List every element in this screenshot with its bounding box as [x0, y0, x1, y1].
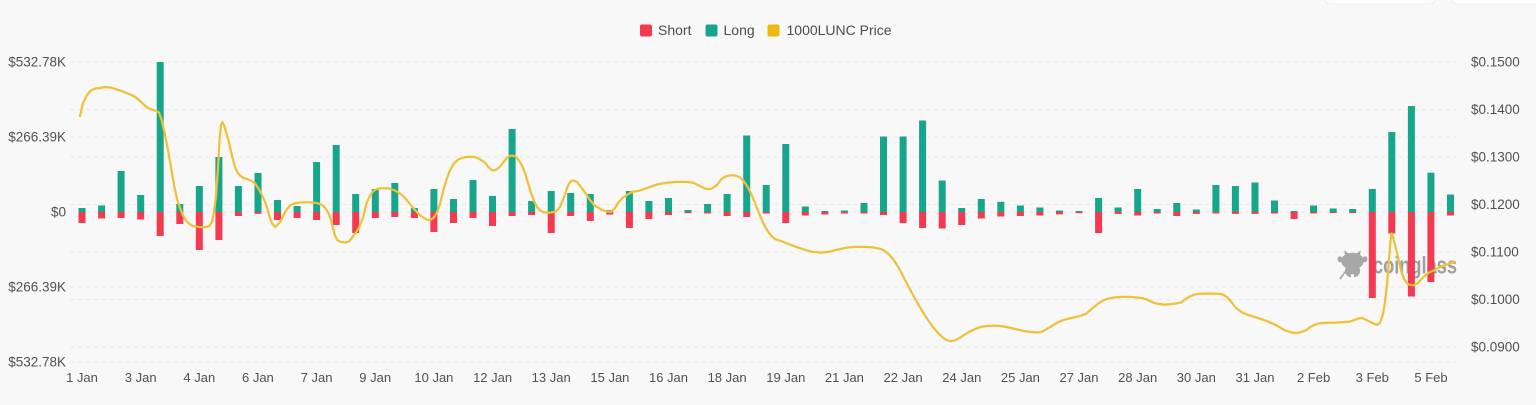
svg-text:10 Jan: 10 Jan	[414, 370, 453, 385]
svg-text:1 Jan: 1 Jan	[66, 370, 98, 385]
svg-text:27 Jan: 27 Jan	[1059, 370, 1098, 385]
svg-text:$532.78K: $532.78K	[8, 55, 66, 70]
svg-text:16 Jan: 16 Jan	[649, 370, 688, 385]
svg-text:$266.39K: $266.39K	[8, 280, 66, 295]
svg-text:19 Jan: 19 Jan	[766, 370, 805, 385]
svg-text:30 Jan: 30 Jan	[1177, 370, 1216, 385]
svg-text:7 Jan: 7 Jan	[301, 370, 333, 385]
svg-text:Long: Long	[724, 22, 755, 38]
svg-text:$532.78K: $532.78K	[8, 355, 66, 370]
svg-text:21 Jan: 21 Jan	[825, 370, 864, 385]
svg-text:13 Jan: 13 Jan	[532, 370, 571, 385]
svg-text:$0.1400: $0.1400	[1471, 102, 1520, 117]
svg-text:25 Jan: 25 Jan	[1001, 370, 1040, 385]
svg-text:22 Jan: 22 Jan	[884, 370, 923, 385]
svg-text:3 Feb: 3 Feb	[1356, 370, 1389, 385]
svg-text:$0: $0	[51, 205, 66, 220]
svg-text:2 Feb: 2 Feb	[1297, 370, 1330, 385]
svg-text:Short: Short	[658, 22, 692, 38]
svg-text:12 Jan: 12 Jan	[473, 370, 512, 385]
svg-text:9 Jan: 9 Jan	[359, 370, 391, 385]
svg-text:$266.39K: $266.39K	[8, 130, 66, 145]
svg-text:15 Jan: 15 Jan	[590, 370, 629, 385]
svg-text:31 Jan: 31 Jan	[1235, 370, 1274, 385]
svg-text:18 Jan: 18 Jan	[708, 370, 747, 385]
svg-text:$0.0900: $0.0900	[1471, 340, 1520, 355]
svg-text:6 Jan: 6 Jan	[242, 370, 274, 385]
svg-text:$0.1300: $0.1300	[1471, 150, 1520, 165]
svg-text:$0.1500: $0.1500	[1471, 55, 1520, 70]
svg-text:24 Jan: 24 Jan	[942, 370, 981, 385]
svg-text:5 Feb: 5 Feb	[1414, 370, 1447, 385]
svg-text:28 Jan: 28 Jan	[1118, 370, 1157, 385]
svg-text:$0.1100: $0.1100	[1471, 245, 1519, 260]
svg-text:4 Jan: 4 Jan	[183, 370, 215, 385]
svg-text:3 Jan: 3 Jan	[125, 370, 157, 385]
svg-text:$0.1000: $0.1000	[1471, 292, 1520, 307]
svg-text:1000LUNC Price: 1000LUNC Price	[787, 22, 892, 38]
svg-text:$0.1200: $0.1200	[1471, 197, 1520, 212]
